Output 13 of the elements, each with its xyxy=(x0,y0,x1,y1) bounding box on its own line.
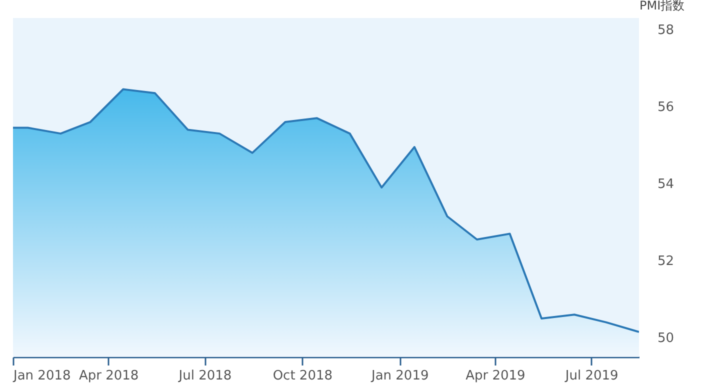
x-tick-label: Apr 2018 xyxy=(78,368,139,384)
y-tick-label: 52 xyxy=(658,254,674,270)
x-tick-label: Jul 2019 xyxy=(564,368,618,384)
x-tick-label: Jan 2018 xyxy=(12,368,71,384)
x-tick-label: Jan 2019 xyxy=(370,368,429,384)
y-tick-label: 54 xyxy=(658,177,674,192)
y-axis-title: PMI指数 xyxy=(640,0,685,12)
x-tick-label: Apr 2019 xyxy=(466,368,526,384)
y-tick-label: 50 xyxy=(658,331,674,346)
y-tick-label: 58 xyxy=(658,23,674,38)
x-tick-label: Jul 2018 xyxy=(178,368,232,384)
x-tick-label: Oct 2018 xyxy=(272,368,333,384)
y-tick-label: 56 xyxy=(658,100,674,116)
